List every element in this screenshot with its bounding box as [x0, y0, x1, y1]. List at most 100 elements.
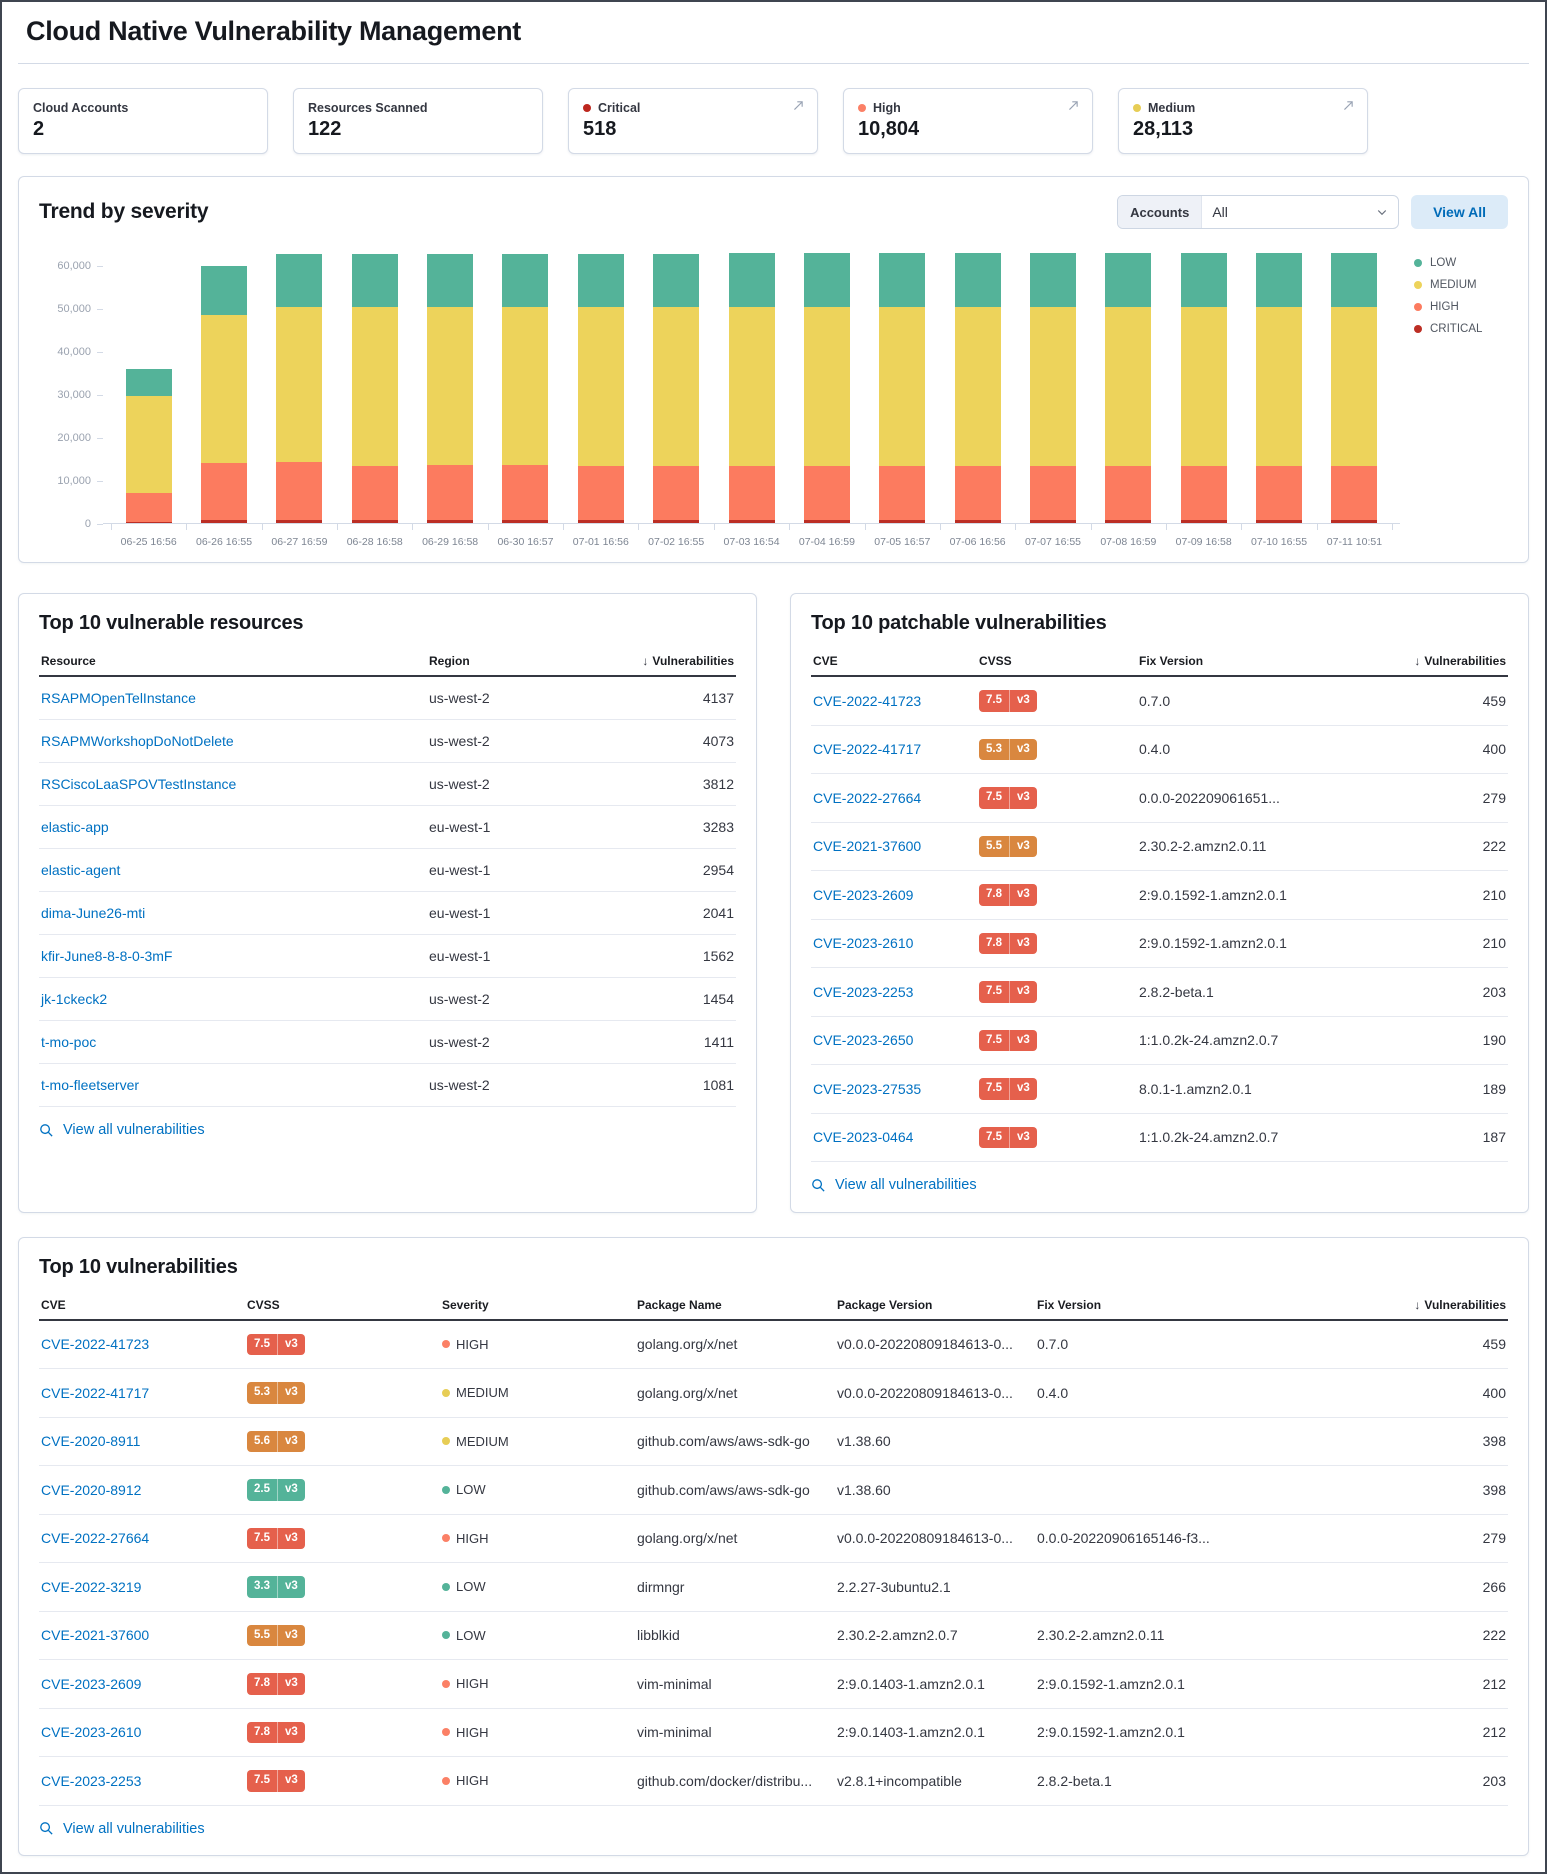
trend-bar[interactable]	[337, 249, 412, 523]
trend-bar[interactable]	[639, 249, 714, 523]
cvss-cell: 7.5 v3	[971, 676, 1131, 726]
legend-item-critical[interactable]: CRITICAL	[1414, 323, 1508, 335]
cve-link[interactable]: CVE-2023-2610	[41, 1724, 142, 1741]
cve-link[interactable]: CVE-2023-2609	[813, 886, 914, 903]
column-header-vulnerabilities[interactable]: ↓ Vulnerabilities	[586, 647, 736, 677]
cve-link[interactable]: CVE-2022-27664	[813, 789, 922, 806]
resource-link[interactable]: elastic-agent	[41, 862, 121, 878]
bar-segment-medium	[1256, 306, 1303, 466]
x-axis-tick	[1090, 524, 1092, 530]
popout-arrow-icon[interactable]	[1342, 99, 1355, 117]
cve-link[interactable]: CVE-2023-2609	[41, 1675, 142, 1692]
popout-arrow-icon[interactable]	[792, 99, 805, 117]
stat-card-high[interactable]: High 10,804	[843, 88, 1093, 154]
bar-segment-medium	[728, 306, 775, 466]
resource-link[interactable]: t-mo-fleetserver	[41, 1077, 140, 1093]
cve-link[interactable]: CVE-2022-41717	[813, 741, 922, 758]
trend-bar[interactable]	[111, 249, 186, 523]
cve-link[interactable]: CVE-2023-2650	[813, 1032, 914, 1049]
resource-link[interactable]: kfir-June8-8-8-0-3mF	[41, 948, 173, 964]
view-all-vulnerabilities-link[interactable]: View all vulnerabilities	[39, 1122, 205, 1138]
resource-link[interactable]: RSAPMWorkshopDoNotDelete	[41, 733, 234, 749]
legend-item-low[interactable]: LOW	[1414, 257, 1508, 269]
bar-segment-high	[803, 466, 850, 521]
trend-bar[interactable]	[262, 249, 337, 523]
cve-link[interactable]: CVE-2023-27535	[813, 1080, 922, 1097]
trend-bar-stack	[803, 253, 850, 523]
cve-link[interactable]: CVE-2023-0464	[813, 1129, 914, 1146]
cve-cell: CVE-2022-41717	[39, 1368, 239, 1418]
cvss-version: v3	[1009, 738, 1037, 760]
resource-link[interactable]: RSCiscoLaaSPOVTestInstance	[41, 776, 237, 792]
popout-arrow-icon[interactable]	[1067, 99, 1080, 117]
fix-version-cell	[1029, 1465, 1234, 1515]
column-header-vulnerabilities[interactable]: ↓ Vulnerabilities	[1383, 647, 1508, 677]
bar-segment-high	[502, 465, 549, 521]
legend-item-high[interactable]: HIGH	[1414, 301, 1508, 313]
trend-bar-stack	[1180, 253, 1227, 523]
y-axis-tick-label: 40,000	[57, 346, 91, 359]
view-all-vulnerabilities-link[interactable]: View all vulnerabilities	[811, 1177, 977, 1193]
trend-bar[interactable]	[186, 249, 261, 523]
stat-card-critical[interactable]: Critical 518	[568, 88, 818, 154]
vulnerabilities-count-cell: 203	[1383, 967, 1508, 1017]
trend-bar[interactable]	[789, 249, 864, 523]
table-row: dima-June26-mti eu-west-1 2041	[39, 891, 736, 935]
cve-cell: CVE-2022-41723	[811, 676, 971, 726]
trend-bar-stack	[1256, 252, 1303, 523]
legend-item-medium[interactable]: MEDIUM	[1414, 279, 1508, 291]
cve-link[interactable]: CVE-2022-27664	[41, 1530, 150, 1547]
trend-bar[interactable]	[714, 249, 789, 523]
trend-bar[interactable]	[488, 249, 563, 523]
trend-bar[interactable]	[412, 249, 487, 523]
view-all-vulnerabilities-link[interactable]: View all vulnerabilities	[39, 1821, 205, 1837]
vulnerabilities-count-cell: 398	[1234, 1417, 1508, 1466]
cve-link[interactable]: CVE-2022-41723	[41, 1336, 150, 1353]
severity-label: LOW	[456, 1627, 486, 1643]
cve-link[interactable]: CVE-2020-8911	[41, 1433, 141, 1450]
cve-link[interactable]: CVE-2021-37600	[41, 1627, 150, 1644]
cvss-cell: 7.5 v3	[971, 1064, 1131, 1114]
view-all-vulnerabilities-label: View all vulnerabilities	[63, 1122, 205, 1138]
cvss-version: v3	[277, 1721, 305, 1743]
trend-bar[interactable]	[1091, 249, 1166, 523]
trend-bar[interactable]	[865, 249, 940, 523]
cve-link[interactable]: CVE-2023-2253	[813, 983, 914, 1000]
fix-version-cell: 0.4.0	[1131, 725, 1383, 774]
bar-segment-high	[954, 465, 1001, 521]
stat-card-label-row: Critical	[583, 101, 803, 115]
resource-link[interactable]: jk-1ckeck2	[41, 991, 108, 1007]
cve-link[interactable]: CVE-2021-37600	[813, 838, 922, 855]
resource-link[interactable]: RSAPMOpenTelInstance	[41, 690, 196, 706]
column-header-severity: Severity	[434, 1290, 629, 1321]
cve-link[interactable]: CVE-2020-8912	[41, 1481, 142, 1498]
bar-segment-high	[577, 465, 624, 521]
fix-version-cell: 0.0.0-20220906165146-f3...	[1029, 1514, 1234, 1563]
column-header-vulnerabilities[interactable]: ↓ Vulnerabilities	[1234, 1290, 1508, 1321]
trend-bar[interactable]	[1015, 249, 1090, 523]
trend-bar[interactable]	[940, 249, 1015, 523]
cvss-badge: 5.5 v3	[247, 1624, 305, 1646]
cve-link[interactable]: CVE-2022-41723	[813, 692, 922, 709]
accounts-select[interactable]: Accounts All	[1117, 195, 1400, 229]
view-all-button[interactable]: View All	[1411, 195, 1508, 229]
trend-bar[interactable]	[563, 249, 638, 523]
resource-link[interactable]: elastic-app	[41, 819, 109, 835]
cvss-cell: 5.3 v3	[239, 1368, 434, 1418]
trend-bar[interactable]	[1241, 249, 1316, 523]
trend-bar[interactable]	[1166, 249, 1241, 523]
cve-link[interactable]: CVE-2023-2253	[41, 1772, 142, 1789]
cve-link[interactable]: CVE-2022-3219	[41, 1578, 142, 1595]
resource-link[interactable]: dima-June26-mti	[41, 905, 146, 921]
cve-link[interactable]: CVE-2022-41717	[41, 1384, 150, 1401]
vulnerabilities-count-cell: 400	[1383, 725, 1508, 774]
trend-bar[interactable]	[1317, 249, 1392, 523]
resource-link[interactable]: t-mo-poc	[41, 1034, 97, 1050]
cvss-badge: 7.5 v3	[979, 690, 1037, 712]
trend-bar-stack	[577, 253, 624, 523]
severity-indicator: HIGH	[442, 1725, 621, 1740]
cve-link[interactable]: CVE-2023-2610	[813, 935, 914, 952]
fix-version-cell: 2:9.0.1592-1.amzn2.0.1	[1029, 1708, 1234, 1757]
fix-version-cell: 2.30.2-2.amzn2.0.11	[1131, 822, 1383, 871]
stat-card-medium[interactable]: Medium 28,113	[1118, 88, 1368, 154]
